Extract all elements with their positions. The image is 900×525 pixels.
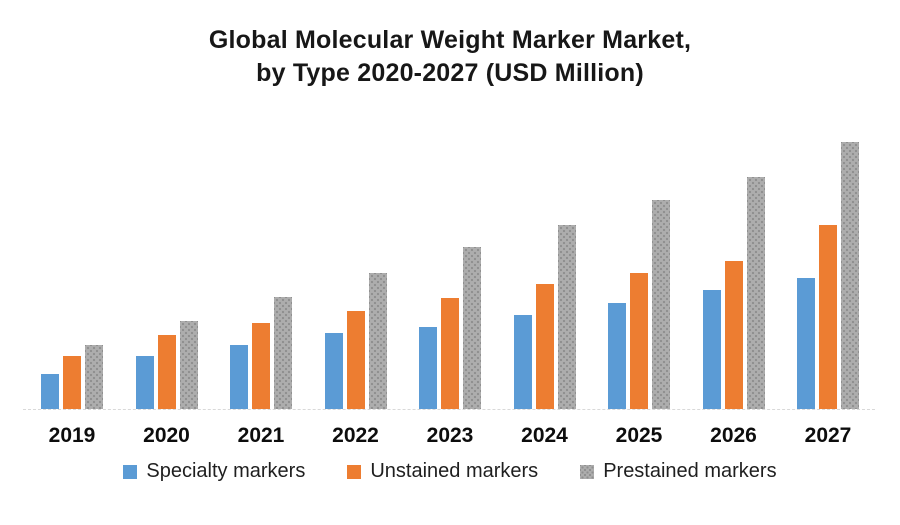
bar-prestained-2021 xyxy=(274,297,292,409)
legend-label-prestained: Prestained markers xyxy=(603,460,777,482)
x-axis-label-2022: 2022 xyxy=(332,424,379,447)
bar-group-2019 xyxy=(41,345,103,409)
legend-item-unstained: Unstained markers xyxy=(347,460,538,483)
x-axis-label-2020: 2020 xyxy=(143,424,190,447)
legend-label-specialty: Specialty markers xyxy=(146,460,306,482)
x-axis-label-2023: 2023 xyxy=(426,424,474,447)
bar-group-2022 xyxy=(324,273,387,409)
bar-group-2020 xyxy=(135,321,198,409)
bar-specialty-2025 xyxy=(608,303,626,409)
bars-container xyxy=(41,110,859,409)
bar-prestained-2023 xyxy=(463,247,481,409)
bar-group-2025 xyxy=(608,200,670,409)
bar-group-2021 xyxy=(230,297,292,409)
bar-specialty-2024 xyxy=(513,315,532,409)
x-axis-label-2021: 2021 xyxy=(237,424,285,447)
legend-swatch-unstained xyxy=(347,464,362,479)
bar-prestained-2022 xyxy=(368,273,387,409)
bar-unstained-2023 xyxy=(441,298,459,409)
bar-unstained-2025 xyxy=(630,273,648,409)
bar-prestained-2020 xyxy=(179,321,198,409)
bar-specialty-2019 xyxy=(41,374,59,409)
bar-unstained-2024 xyxy=(535,284,554,409)
chart-title-line2: by Type 2020-2027 (USD Million) xyxy=(256,59,644,87)
bar-group-2026 xyxy=(702,177,765,409)
x-axis-label-2025: 2025 xyxy=(615,424,663,447)
chart-title-line1: Global Molecular Weight Marker Market, xyxy=(208,26,692,54)
x-axis: 2019 2020 2021 2022 2023 2024 2025 2026 2027 xyxy=(41,424,859,448)
x-axis-label-2026: 2026 xyxy=(710,424,757,447)
bar-specialty-2026 xyxy=(702,290,721,409)
bar-unstained-2027 xyxy=(819,225,837,409)
bar-specialty-2021 xyxy=(230,345,248,409)
legend-item-prestained: Prestained markers xyxy=(580,460,777,483)
bar-unstained-2021 xyxy=(252,323,270,409)
bar-specialty-2023 xyxy=(419,327,437,409)
bar-unstained-2026 xyxy=(724,261,743,409)
bar-unstained-2022 xyxy=(346,311,365,409)
bar-group-2024 xyxy=(513,225,576,409)
bar-specialty-2027 xyxy=(797,278,815,409)
x-axis-label-2024: 2024 xyxy=(521,424,568,447)
bar-specialty-2020 xyxy=(135,356,154,409)
x-axis-label-2019: 2019 xyxy=(48,424,96,447)
bar-specialty-2022 xyxy=(324,333,343,409)
legend-swatch-prestained xyxy=(580,464,595,479)
x-axis-label-2027: 2027 xyxy=(804,424,852,447)
bar-prestained-2025 xyxy=(652,200,670,409)
bar-prestained-2026 xyxy=(746,177,765,409)
plot-area xyxy=(23,110,875,410)
legend-swatch-specialty xyxy=(123,464,138,479)
bar-prestained-2027 xyxy=(841,142,859,409)
legend: Specialty markers Unstained markers Presta… xyxy=(0,460,900,483)
bar-prestained-2024 xyxy=(557,225,576,409)
bar-prestained-2019 xyxy=(85,345,103,409)
bar-group-2027 xyxy=(797,142,859,409)
legend-item-specialty: Specialty markers xyxy=(123,460,305,483)
bar-group-2023 xyxy=(419,247,481,409)
bar-unstained-2020 xyxy=(157,335,176,409)
chart-title: Global Molecular Weight Marker Market, b… xyxy=(0,24,900,90)
legend-label-unstained: Unstained markers xyxy=(370,460,539,482)
bar-unstained-2019 xyxy=(63,356,81,409)
